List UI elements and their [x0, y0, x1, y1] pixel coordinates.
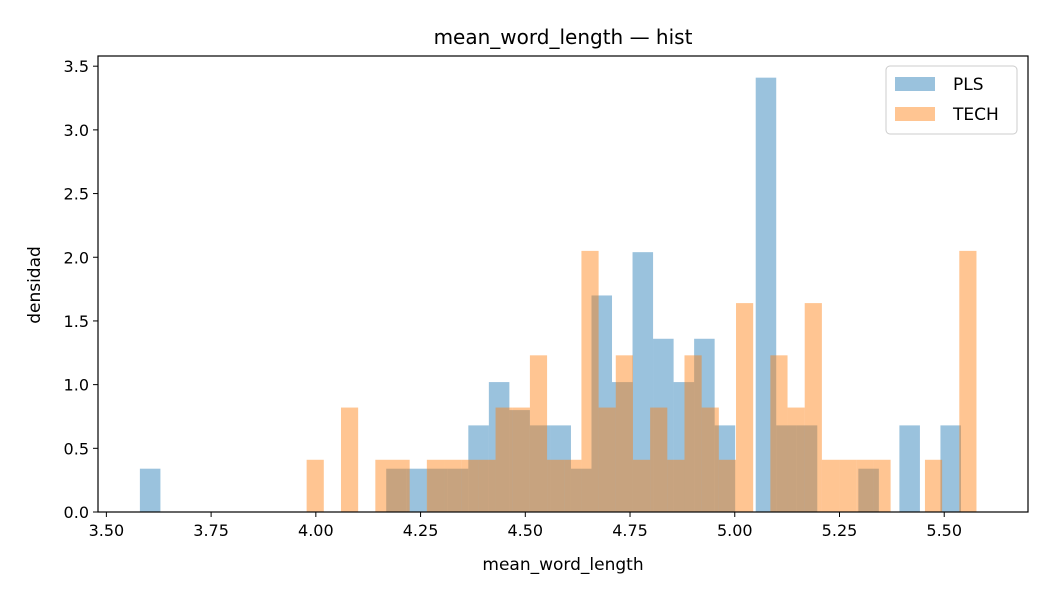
- legend: PLS TECH: [885, 65, 1018, 135]
- bars-layer: [139, 77, 977, 513]
- series-pls: [139, 77, 961, 513]
- bar-pls-18: [755, 77, 777, 513]
- bar-tech-10: [529, 355, 548, 512]
- bar-pls-22: [899, 425, 920, 512]
- chart-title: mean_word_length — hist: [434, 25, 693, 49]
- x-tick-label: 4.25: [403, 521, 439, 540]
- bar-tech-6: [461, 459, 479, 512]
- bar-tech-20: [701, 407, 719, 512]
- bar-tech-3: [392, 459, 410, 512]
- bar-pls-9: [550, 425, 571, 512]
- bar-tech-25: [804, 303, 822, 512]
- x-tick-label: 4.75: [612, 521, 648, 540]
- bar-tech-23: [770, 355, 788, 512]
- bar-tech-8: [495, 407, 513, 512]
- x-tick-label: 3.50: [89, 521, 125, 540]
- plot-frame: [97, 55, 1029, 513]
- bar-tech-14: [598, 407, 616, 512]
- y-tick-label: 1.5: [64, 312, 89, 331]
- bar-pls-0: [139, 468, 161, 512]
- y-tick-label: 3.0: [64, 121, 89, 140]
- bar-tech-0: [306, 459, 324, 512]
- bar-pls-17: [714, 425, 736, 512]
- bar-tech-1: [340, 407, 359, 512]
- x-tick-label: 5.00: [717, 521, 753, 540]
- bar-pls-14: [653, 338, 674, 512]
- bar-tech-9: [512, 407, 530, 512]
- bar-tech-7: [478, 459, 496, 512]
- y-tick-label: 2.0: [64, 248, 89, 267]
- bar-pls-20: [796, 425, 818, 512]
- bar-pls-4: [447, 468, 469, 512]
- bar-pls-3: [427, 468, 448, 512]
- bar-tech-28: [856, 459, 874, 512]
- bar-pls-19: [776, 425, 797, 512]
- legend-box: [885, 65, 1018, 135]
- bar-tech-24: [787, 407, 805, 512]
- bar-pls-15: [673, 382, 695, 512]
- bar-tech-4: [426, 459, 445, 512]
- bar-pls-13: [632, 252, 654, 512]
- legend-swatch-pls: [895, 77, 935, 91]
- y-axis-label: densidad: [25, 246, 45, 324]
- bar-tech-16: [632, 459, 651, 512]
- y-tick-label: 0.0: [64, 503, 89, 522]
- y-tick-label: 3.5: [64, 57, 89, 76]
- series-tech: [306, 250, 977, 512]
- bar-pls-21: [858, 468, 879, 512]
- bar-tech-26: [821, 459, 840, 512]
- bar-pls-7: [509, 410, 530, 512]
- bar-tech-30: [924, 459, 943, 512]
- bar-pls-11: [591, 295, 613, 512]
- legend-swatch-tech: [895, 107, 935, 121]
- legend-label-tech: TECH: [952, 105, 999, 125]
- axes-layer: 3.50 3.75 4.00 4.25 4.50 4.75 5.00 5.25 5.50 0.0 0…: [64, 55, 1029, 540]
- bar-pls-16: [694, 338, 715, 512]
- bar-pls-10: [570, 468, 592, 512]
- x-tick-label: 4.50: [507, 521, 543, 540]
- x-tick-label: 5.25: [822, 521, 858, 540]
- bar-pls-8: [529, 425, 551, 512]
- x-tick-label: 5.50: [926, 521, 962, 540]
- bar-tech-22: [736, 303, 754, 512]
- bar-tech-13: [581, 250, 599, 512]
- bar-tech-2: [375, 459, 393, 512]
- x-tick-label: 3.75: [193, 521, 229, 540]
- bar-tech-18: [667, 459, 685, 512]
- bar-pls-23: [940, 425, 961, 512]
- bar-pls-6: [488, 382, 510, 512]
- bar-tech-11: [547, 459, 565, 512]
- bar-pls-12: [612, 382, 633, 512]
- y-tick-label: 0.5: [64, 439, 89, 458]
- bar-tech-17: [650, 407, 668, 512]
- y-tick-label: 1.0: [64, 376, 89, 395]
- legend-label-pls: PLS: [953, 75, 984, 95]
- bar-tech-21: [718, 459, 737, 512]
- x-axis-label: mean_word_length: [482, 555, 643, 575]
- bar-tech-12: [564, 459, 582, 512]
- bar-pls-2: [406, 468, 428, 512]
- bar-tech-29: [873, 459, 891, 512]
- bar-pls-5: [468, 425, 489, 512]
- bar-pls-1: [386, 468, 407, 512]
- bar-tech-5: [444, 459, 462, 512]
- bar-tech-27: [839, 459, 857, 512]
- x-tick-label: 4.00: [298, 521, 334, 540]
- y-tick-label: 2.5: [64, 185, 89, 204]
- bar-tech-19: [684, 355, 702, 512]
- bar-tech-31: [959, 250, 977, 512]
- bar-tech-15: [615, 355, 633, 512]
